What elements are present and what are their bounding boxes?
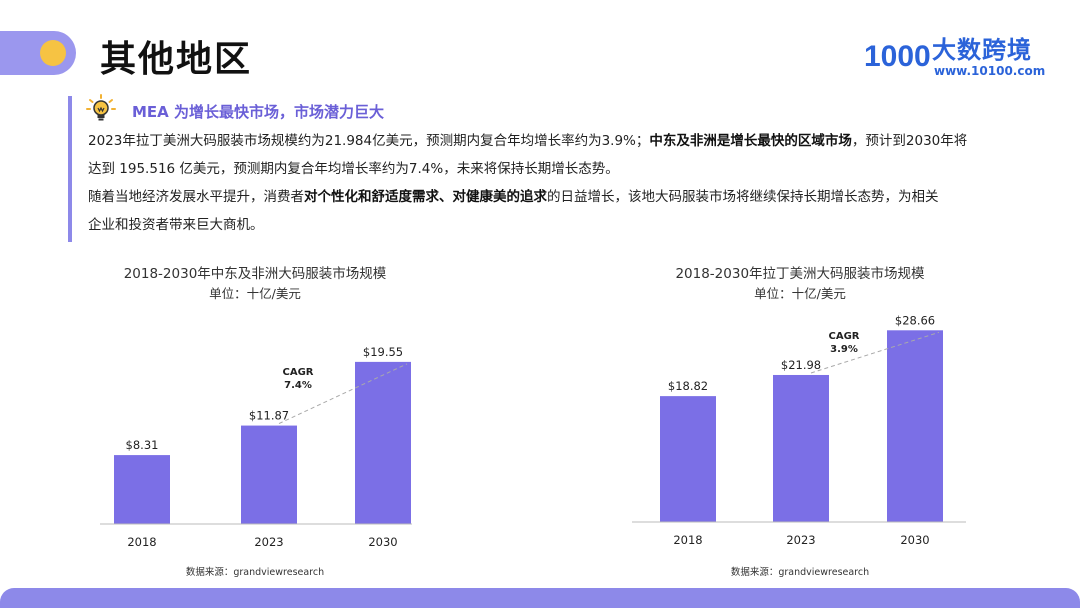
brand-url[interactable]: www.10100.com bbox=[934, 64, 1046, 78]
chart-plot: $8.31 2018 $11.87 2023 $19.55 2030 CAGR 7.4% bbox=[100, 345, 412, 549]
x-tick-label: 2018 bbox=[127, 535, 156, 549]
chart-source: 数据来源：grandviewresearch bbox=[185, 567, 325, 578]
page-title: 其他地区 bbox=[100, 39, 253, 80]
chart-source: 数据来源：grandviewresearch bbox=[730, 567, 870, 578]
chart-plot: $18.82 2018 $21.98 2023 $28.66 2030 CAGR 3.9% bbox=[632, 313, 966, 547]
cagr-value: 3.9% bbox=[830, 344, 858, 355]
data-label: $19.55 bbox=[363, 345, 403, 359]
quote-bar bbox=[68, 96, 72, 242]
chart-title: 2018-2030年拉丁美洲大码服装市场规模 bbox=[675, 266, 925, 282]
x-tick-label: 2023 bbox=[786, 533, 815, 547]
paragraph-line-1: 2023年拉丁美洲大码服装市场规模约为21.984亿美元，预测期内复合年均增长率… bbox=[88, 133, 968, 149]
bar-2023 bbox=[241, 425, 297, 524]
brand-name: 大数跨境 bbox=[932, 36, 1032, 64]
bar-2018 bbox=[114, 455, 170, 524]
paragraph-line-3: 随着当地经济发展水平提升，消费者对个性化和舒适度需求、对健康美的追求的日益增长，… bbox=[88, 189, 939, 205]
chart-latin-america: 2018-2030年拉丁美洲大码服装市场规模 单位：十亿/美元 $18.82 20… bbox=[630, 258, 970, 583]
title-decoration-dot bbox=[40, 40, 66, 66]
x-tick-label: 2030 bbox=[900, 533, 929, 547]
chart-mea: 2018-2030年中东及非洲大码服装市场规模 单位：十亿/美元 $8.31 20… bbox=[80, 258, 430, 583]
cagr-trend-line bbox=[810, 331, 940, 374]
paragraph-line-4: 企业和投资者带来巨大商机。 bbox=[88, 217, 264, 233]
data-label: $8.31 bbox=[126, 438, 159, 452]
data-label: $11.87 bbox=[249, 409, 289, 423]
x-tick-label: 2018 bbox=[673, 533, 702, 547]
data-label: $21.98 bbox=[781, 358, 821, 372]
paragraph-line-2: 达到 195.516 亿美元，预测期内复合年均增长率约为7.4%，未来将保持长期… bbox=[88, 161, 619, 177]
cagr-label: CAGR bbox=[283, 367, 314, 378]
x-tick-label: 2030 bbox=[368, 535, 397, 549]
cagr-value: 7.4% bbox=[284, 380, 312, 391]
lightbulb-icon bbox=[86, 94, 116, 121]
chart-unit: 单位：十亿/美元 bbox=[209, 286, 301, 301]
data-label: $18.82 bbox=[668, 379, 708, 393]
data-label: $28.66 bbox=[895, 313, 935, 327]
cagr-label: CAGR bbox=[829, 331, 860, 342]
bar-2023 bbox=[773, 374, 829, 522]
brand-logo[interactable]: 1000 大数跨境 www.10100.com bbox=[864, 28, 1054, 80]
brand-logo-icon: 1000 bbox=[864, 40, 931, 73]
bar-2018 bbox=[660, 396, 716, 522]
brand-logo-mark: 1000 bbox=[864, 40, 930, 73]
x-tick-label: 2023 bbox=[254, 535, 283, 549]
chart-title: 2018-2030年中东及非洲大码服装市场规模 bbox=[123, 266, 387, 282]
footer-bar bbox=[0, 588, 1080, 608]
bar-2030 bbox=[887, 330, 943, 522]
cagr-trend-line bbox=[278, 363, 408, 425]
section-heading: MEA 为增长最快市场，市场潜力巨大 bbox=[132, 103, 385, 121]
chart-unit: 单位：十亿/美元 bbox=[754, 286, 846, 301]
bar-2030 bbox=[355, 361, 411, 524]
